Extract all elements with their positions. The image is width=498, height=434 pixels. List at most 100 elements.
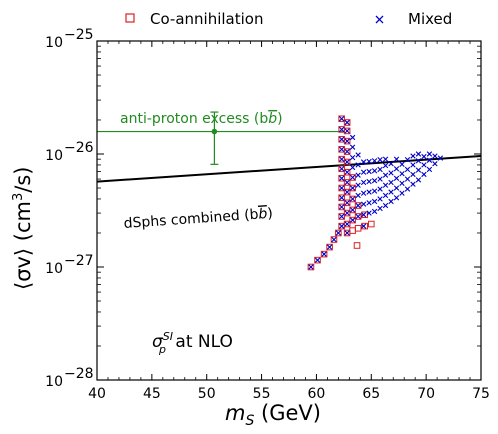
coannihilation-point bbox=[314, 256, 321, 264]
mixed-point bbox=[377, 166, 383, 173]
mixed-point bbox=[415, 167, 422, 173]
mixed-point bbox=[377, 196, 383, 202]
mixed-point bbox=[426, 157, 433, 163]
mixed-point bbox=[415, 151, 422, 157]
mixed-point bbox=[349, 207, 356, 213]
mixed-point bbox=[360, 212, 367, 218]
y-tick-exponent: −25 bbox=[64, 27, 94, 43]
coannihilation-point bbox=[320, 250, 328, 258]
mixed-point bbox=[421, 162, 427, 168]
coannihilation-point bbox=[343, 127, 351, 135]
coannihilation-point bbox=[335, 229, 342, 237]
mixed-point bbox=[382, 162, 389, 169]
mixed-point bbox=[344, 189, 350, 195]
y-tick-exponent: −26 bbox=[64, 140, 94, 156]
coannihilation-point bbox=[343, 188, 351, 196]
mixed-point bbox=[360, 223, 367, 229]
mixed-point bbox=[344, 128, 350, 134]
coannihilation-point bbox=[338, 184, 345, 192]
mixed-point bbox=[349, 217, 356, 223]
mixed-point bbox=[404, 157, 411, 163]
coannihilation-point bbox=[354, 202, 362, 209]
mixed-point bbox=[349, 154, 356, 161]
coannihilation-point bbox=[338, 194, 345, 202]
mixed-point bbox=[355, 152, 361, 158]
mixed-point bbox=[338, 126, 345, 133]
sigma-si-nlo-label: σSI p at NLO bbox=[152, 330, 233, 356]
mixed-point bbox=[344, 230, 350, 236]
mixed-point bbox=[338, 136, 345, 142]
x-tick-label: 45 bbox=[143, 386, 161, 402]
mixed-point bbox=[432, 161, 438, 167]
mixed-point bbox=[421, 171, 427, 178]
coannihilation-point bbox=[343, 119, 351, 126]
legend-coannihilation-label: Co-annihilation bbox=[150, 10, 263, 28]
coannihilation-point bbox=[349, 195, 356, 203]
mixed-point bbox=[399, 161, 405, 168]
mixed-point bbox=[355, 192, 361, 199]
mixed-point bbox=[344, 221, 350, 227]
mixed-point bbox=[338, 223, 345, 229]
coannihilation-point bbox=[343, 199, 351, 207]
mixed-point bbox=[371, 198, 378, 205]
mixed-point bbox=[314, 257, 321, 263]
mixed-point bbox=[366, 210, 372, 216]
mixed-point bbox=[338, 116, 345, 122]
dsphs-label: dSphs combined (bb) bbox=[123, 206, 273, 232]
coannihilation-point bbox=[354, 225, 362, 232]
mixed-point bbox=[326, 244, 333, 250]
mixed-point bbox=[415, 177, 422, 183]
legend-coannihilation-marker bbox=[125, 13, 135, 23]
mixed-point bbox=[349, 134, 356, 141]
mixed-point bbox=[410, 171, 416, 178]
coannihilation-point bbox=[330, 236, 338, 243]
x-tick-label: 40 bbox=[88, 386, 106, 402]
coannihilation-point bbox=[338, 165, 345, 173]
mixed-point bbox=[344, 200, 350, 206]
coannihilation-point bbox=[343, 148, 351, 155]
mixed-point bbox=[377, 186, 383, 192]
mixed-point bbox=[377, 157, 383, 163]
mixed-point bbox=[426, 166, 433, 173]
x-tick-label: 60 bbox=[308, 386, 326, 402]
mixed-point bbox=[382, 182, 389, 188]
mixed-point bbox=[382, 156, 389, 162]
x-axis-title: mS (GeV) bbox=[225, 401, 321, 429]
mixed-point bbox=[321, 251, 327, 257]
mixed-point bbox=[388, 198, 394, 205]
x-tick-label: 75 bbox=[472, 386, 490, 402]
mixed-point bbox=[366, 168, 372, 175]
coannihilation-point bbox=[343, 179, 351, 186]
plot-frame bbox=[96, 40, 482, 381]
mixed-point bbox=[377, 176, 383, 182]
y-tick-label: 10 bbox=[45, 148, 63, 164]
mixed-point bbox=[388, 189, 394, 195]
coannihilation-point bbox=[338, 115, 345, 123]
mixed-point bbox=[344, 159, 350, 165]
mixed-point bbox=[382, 192, 389, 199]
mixed-point bbox=[366, 178, 372, 185]
y-axis-title: ⟨σv⟩ (cm3/s) bbox=[11, 167, 35, 291]
coannihilation-point bbox=[326, 243, 333, 251]
x-tick-label: 70 bbox=[417, 386, 435, 402]
coannihilation-point bbox=[353, 242, 361, 249]
mixed-point bbox=[382, 172, 389, 178]
mixed-point bbox=[349, 144, 356, 150]
mixed-point bbox=[331, 236, 337, 243]
series-co-annihilation bbox=[307, 115, 375, 271]
mixed-point bbox=[415, 158, 422, 164]
mixed-point bbox=[349, 196, 356, 202]
y-tick-label: 10 bbox=[45, 35, 63, 51]
mixed-point bbox=[393, 156, 400, 162]
mixed-point bbox=[344, 148, 350, 155]
series-mixed bbox=[308, 116, 444, 270]
mixed-point bbox=[338, 185, 345, 191]
mixed-point bbox=[349, 174, 356, 181]
mixed-point bbox=[338, 146, 345, 153]
legend-mixed-marker bbox=[375, 15, 384, 24]
mixed-point bbox=[355, 213, 361, 220]
mixed-point bbox=[308, 264, 314, 270]
mixed-point bbox=[366, 200, 372, 206]
